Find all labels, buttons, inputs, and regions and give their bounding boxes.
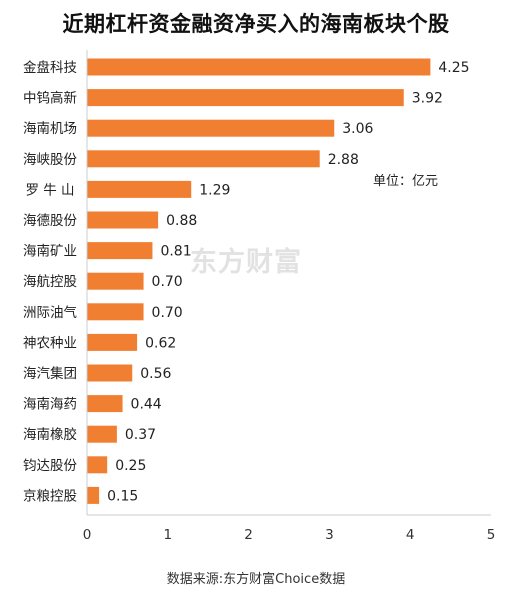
value-label: 2.88 — [328, 152, 359, 168]
category-label: 钧达股份 — [23, 458, 77, 474]
category-label: 京粮控股 — [23, 488, 77, 504]
bar — [87, 180, 192, 198]
category-label: 海汽集团 — [23, 366, 77, 382]
bar — [87, 303, 144, 321]
bar — [87, 333, 138, 351]
value-label: 0.44 — [131, 397, 162, 413]
bar — [87, 119, 335, 137]
bar — [87, 456, 108, 474]
x-tick-label: 2 — [244, 527, 253, 543]
value-label: 0.56 — [140, 366, 171, 382]
category-label: 罗 牛 山 — [25, 182, 74, 198]
bar — [87, 150, 320, 168]
category-label: 海德股份 — [23, 213, 77, 229]
bar — [87, 364, 133, 382]
value-label: 0.25 — [115, 458, 146, 474]
value-label: 4.25 — [438, 60, 469, 76]
category-label: 海南橡胶 — [23, 426, 77, 443]
category-label: 海南海药 — [23, 397, 77, 413]
category-label: 中钨高新 — [23, 90, 77, 107]
x-tick-label: 4 — [406, 527, 415, 543]
category-label: 洲际油气 — [23, 305, 77, 321]
category-label: 神农种业 — [23, 335, 77, 351]
bar — [87, 211, 159, 229]
source-label: 数据来源:东方财富Choice数据 — [166, 572, 346, 587]
value-label: 0.62 — [145, 335, 176, 351]
value-label: 3.06 — [342, 121, 373, 137]
bar — [87, 58, 431, 76]
bar — [87, 486, 100, 504]
category-label: 海峡股份 — [23, 152, 77, 168]
value-label: 3.92 — [412, 91, 443, 107]
bar — [87, 272, 144, 290]
value-label: 0.81 — [160, 244, 191, 260]
value-label: 0.37 — [125, 427, 156, 443]
value-label: 0.15 — [107, 488, 138, 504]
x-tick-label: 1 — [164, 527, 173, 543]
value-label: 1.29 — [199, 182, 230, 198]
value-label: 0.70 — [152, 274, 183, 290]
bar — [87, 242, 153, 260]
x-tick-label: 0 — [83, 527, 92, 543]
x-tick-label: 5 — [487, 527, 496, 543]
category-label: 海航控股 — [23, 274, 77, 290]
category-label: 海南机场 — [23, 121, 77, 137]
watermark-logo: 东方财富 — [190, 247, 302, 278]
chart-title: 近期杠杆资金融资净买入的海南板块个股 — [62, 12, 450, 36]
category-label: 金盘科技 — [23, 59, 77, 76]
x-tick-label: 3 — [325, 527, 334, 543]
value-label: 0.70 — [152, 305, 183, 321]
bar — [87, 395, 123, 413]
value-label: 0.88 — [166, 213, 197, 229]
unit-label: 单位：亿元 — [373, 174, 439, 189]
bar — [87, 425, 117, 443]
category-label: 海南矿业 — [23, 244, 77, 260]
bar — [87, 89, 404, 107]
